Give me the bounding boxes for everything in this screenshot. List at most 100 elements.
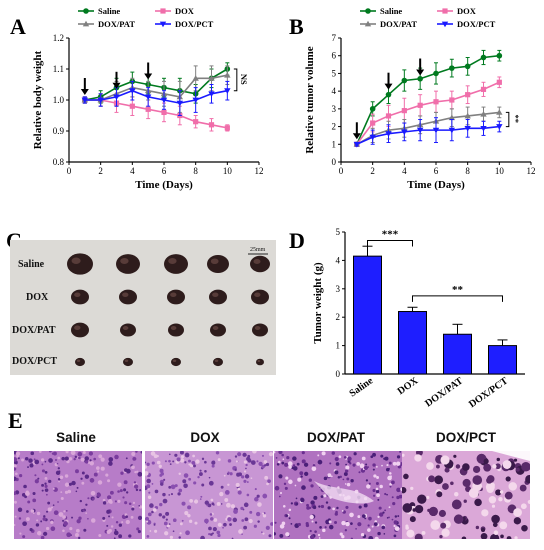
cell-nucleus <box>389 483 392 486</box>
cell-nucleus <box>345 521 350 527</box>
cell-nucleus <box>87 497 90 500</box>
cell-nucleus <box>282 458 285 461</box>
cell-nucleus <box>179 532 182 535</box>
cell-nucleus <box>210 533 213 536</box>
series-line-saline <box>356 54 500 145</box>
photo-row-label-dox-pat: DOX/PAT <box>12 325 56 336</box>
cell-nucleus <box>256 494 260 498</box>
bar-dox-pat <box>443 333 472 375</box>
cell-nucleus <box>278 495 281 498</box>
cell-nucleus <box>33 458 36 461</box>
cell-nucleus <box>305 521 309 526</box>
cell-nucleus <box>98 534 102 538</box>
cell-nucleus <box>45 526 50 531</box>
data-point <box>496 124 503 130</box>
cell-nucleus <box>453 454 457 458</box>
cell-nucleus <box>325 501 329 504</box>
cell-nucleus <box>146 520 149 523</box>
cell-nucleus <box>292 464 296 467</box>
cell-nucleus <box>36 530 42 536</box>
cell-nucleus <box>96 466 100 470</box>
cell-nucleus <box>220 503 223 505</box>
cell-nucleus <box>41 469 45 473</box>
cell-nucleus <box>388 467 390 470</box>
cell-nucleus <box>352 463 356 467</box>
cell-nucleus <box>191 460 196 465</box>
cell-nucleus <box>292 456 297 461</box>
data-point <box>81 97 89 104</box>
cell-nucleus <box>406 529 415 538</box>
cell-nucleus <box>78 516 82 520</box>
tumor-highlight <box>212 292 219 297</box>
cell-nucleus <box>346 482 351 487</box>
cell-nucleus <box>168 459 171 463</box>
cell-nucleus <box>204 460 207 464</box>
cell-nucleus <box>162 515 166 519</box>
cell-nucleus <box>513 508 522 517</box>
cell-nucleus <box>502 460 512 469</box>
cell-nucleus <box>28 458 33 463</box>
series-line-dox_pct <box>84 89 228 104</box>
cell-nucleus <box>211 464 215 468</box>
cell-nucleus <box>292 466 298 471</box>
cell-nucleus <box>304 471 309 477</box>
cell-nucleus <box>68 482 72 486</box>
cell-nucleus <box>374 520 378 523</box>
cell-nucleus <box>500 534 504 539</box>
cell-nucleus <box>154 529 158 533</box>
photo-scale-label: 25mm <box>250 247 266 253</box>
panel-label-e: E <box>8 408 23 433</box>
cell-nucleus <box>53 510 59 516</box>
cell-nucleus <box>306 506 310 510</box>
legend-marker <box>159 21 167 28</box>
data-point <box>144 94 152 101</box>
cell-nucleus <box>145 516 150 522</box>
cell-nucleus <box>288 517 291 520</box>
cell-nucleus <box>381 464 383 467</box>
y-tick-label: 1 <box>332 139 337 149</box>
cell-nucleus <box>368 482 371 485</box>
tumor-highlight <box>257 360 261 362</box>
cell-nucleus <box>328 524 334 530</box>
tumor-sample <box>119 289 137 305</box>
y-tick-label: 7 <box>332 33 337 43</box>
y-axis-title: Tumor weight (g) <box>312 262 324 344</box>
cell-nucleus <box>317 454 320 457</box>
cell-nucleus <box>19 474 23 478</box>
data-point <box>416 127 424 134</box>
histology-image-dox-pat <box>274 451 402 539</box>
cell-nucleus <box>481 509 489 517</box>
cell-nucleus <box>215 451 220 455</box>
cell-nucleus <box>349 462 352 465</box>
cell-nucleus <box>75 528 80 533</box>
tumor-sample <box>120 323 136 337</box>
cell-nucleus <box>285 514 289 517</box>
cell-nucleus <box>359 463 365 469</box>
cell-nucleus <box>347 456 352 462</box>
legend-label: DOX <box>457 6 477 16</box>
cell-nucleus <box>290 522 293 525</box>
cell-nucleus <box>356 462 361 466</box>
cell-nucleus <box>238 472 243 477</box>
cell-nucleus <box>77 451 83 457</box>
panel-label-d: D <box>289 228 305 253</box>
cell-nucleus <box>327 506 331 510</box>
cell-nucleus <box>227 471 230 474</box>
significance-label: NS <box>239 74 249 85</box>
y-tick-label: 3 <box>336 284 341 294</box>
cell-nucleus <box>417 494 427 504</box>
cell-nucleus <box>290 502 293 505</box>
significance-bracket <box>412 295 503 302</box>
cell-nucleus <box>30 509 35 513</box>
cell-nucleus <box>61 456 65 461</box>
cell-nucleus <box>480 527 486 532</box>
data-point <box>369 134 376 141</box>
data-point <box>385 131 392 137</box>
panel-label-a: A <box>10 14 26 39</box>
significance-label: *** <box>382 229 399 241</box>
tumor-highlight <box>254 292 261 297</box>
legend-marker <box>83 8 89 14</box>
cell-nucleus <box>184 511 189 516</box>
cell-nucleus <box>499 521 508 530</box>
cell-nucleus <box>379 484 383 489</box>
